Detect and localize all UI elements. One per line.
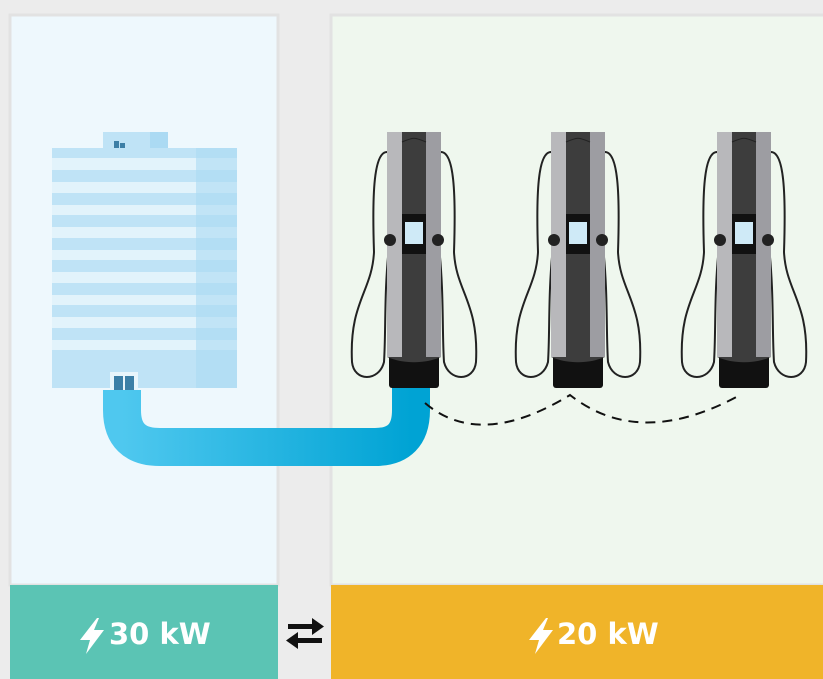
building-power: 30 kW xyxy=(109,617,211,651)
page: 30 kW 20 kW (() => { const data = JSON.p… xyxy=(0,0,823,679)
diagram: 30 kW 20 kW xyxy=(0,0,823,679)
building xyxy=(52,132,237,390)
charger-power: 20 kW xyxy=(557,617,659,651)
exchange-icon xyxy=(286,618,324,649)
